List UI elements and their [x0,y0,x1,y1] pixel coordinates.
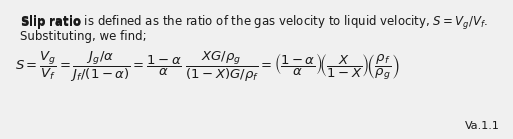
Text: Substituting, we find;: Substituting, we find; [20,30,147,43]
Text: $S = \dfrac{V_g}{V_f} = \dfrac{J_g/\alpha}{J_f/(1-\alpha)} = \dfrac{1-\alpha}{\a: $S = \dfrac{V_g}{V_f} = \dfrac{J_g/\alph… [15,50,400,84]
Text: Va.1.1: Va.1.1 [465,121,500,131]
Text: $\mathbf{Slip\ ratio}$: $\mathbf{Slip\ ratio}$ [20,14,82,31]
Text: $\mathbf{Slip\ ratio}$ is defined as the ratio of the gas velocity to liquid vel: $\mathbf{Slip\ ratio}$ is defined as the… [20,14,488,32]
